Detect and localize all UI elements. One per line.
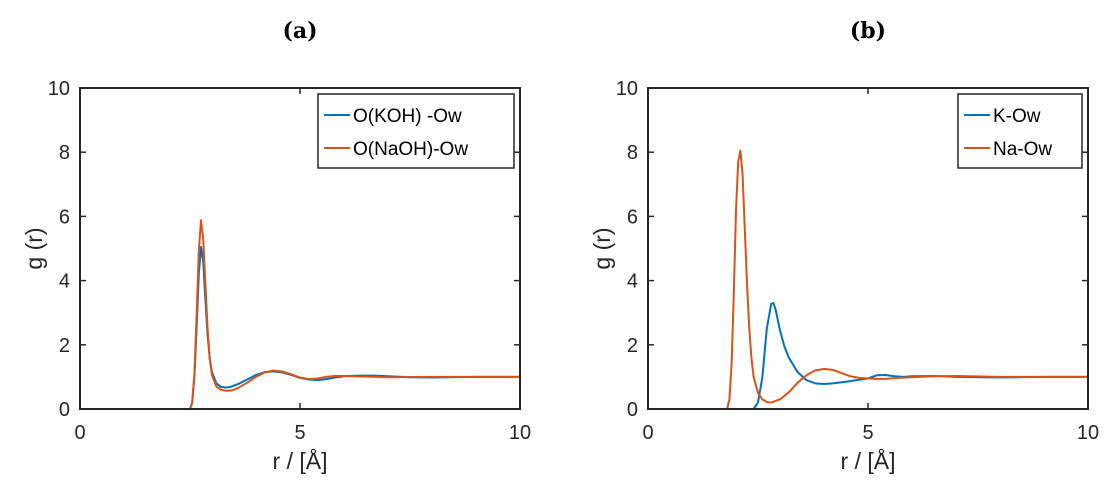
panel-title: (a) xyxy=(282,18,317,44)
y-tick-label: 0 xyxy=(627,399,638,421)
legend-box xyxy=(957,93,1083,169)
x-axis-label: r / [Å] xyxy=(841,447,896,474)
legend-box xyxy=(317,93,515,169)
y-tick-label: 0 xyxy=(59,399,70,421)
legend: K-Ow Na-Ow xyxy=(957,93,1083,169)
y-tick-label: 4 xyxy=(627,271,638,293)
x-tick-label: 10 xyxy=(1077,422,1099,444)
y-tick-label: 6 xyxy=(59,206,70,228)
legend: O(KOH) -Ow O(NaOH)-Ow xyxy=(317,93,515,169)
y-axis-label: g (r) xyxy=(21,227,47,269)
series-line-1 xyxy=(648,149,1088,410)
y-tick-label: 2 xyxy=(59,335,70,357)
axes-box xyxy=(647,87,1089,410)
axes-box xyxy=(79,87,521,410)
chart-panel-a: (a) 0 5 10 0 2 4 6 8 10 r / [Å] g (r) O(KOH) -Ow O(Na… xyxy=(21,18,531,474)
y-tick-label: 2 xyxy=(627,335,638,357)
y-tick-label: 8 xyxy=(59,142,70,164)
y-tick-label: 8 xyxy=(627,142,638,164)
y-tick-label: 10 xyxy=(48,78,70,100)
y-tick-label: 6 xyxy=(627,206,638,228)
y-tick-label: 10 xyxy=(616,78,638,100)
legend-label-0: K-Ow xyxy=(993,106,1041,127)
x-tick-label: 0 xyxy=(74,422,85,444)
chart-panel-b: (b) 0 5 10 0 2 4 6 8 10 r / [Å] g (r) K-Ow Na-Ow xyxy=(589,18,1099,474)
x-tick-label: 5 xyxy=(862,422,873,444)
panel-title: (b) xyxy=(850,18,886,44)
x-tick-label: 5 xyxy=(294,422,305,444)
y-axis-label: g (r) xyxy=(589,227,615,269)
legend-label-1: Na-Ow xyxy=(993,139,1052,160)
x-tick-label: 0 xyxy=(642,422,653,444)
y-tick-label: 4 xyxy=(59,271,70,293)
legend-label-1: O(NaOH)-Ow xyxy=(353,139,468,160)
x-axis-label: r / [Å] xyxy=(273,447,328,474)
series-line-1 xyxy=(80,219,520,410)
legend-label-0: O(KOH) -Ow xyxy=(353,106,462,127)
x-tick-label: 10 xyxy=(509,422,531,444)
